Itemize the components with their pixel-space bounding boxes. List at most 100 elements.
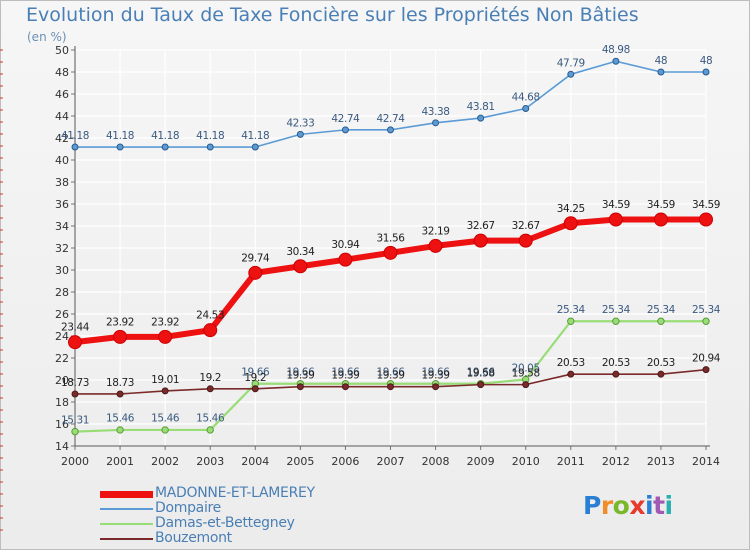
y-tick-label: 36 bbox=[55, 198, 69, 211]
data-point bbox=[612, 370, 620, 378]
unit-label: (en %) bbox=[27, 30, 67, 44]
y-tick-label: 48 bbox=[55, 66, 69, 79]
data-point bbox=[161, 143, 169, 151]
data-label: 19.01 bbox=[151, 374, 179, 386]
data-point bbox=[522, 381, 530, 389]
data-point bbox=[116, 143, 124, 151]
y-tick-label: 44 bbox=[55, 110, 69, 123]
data-label: 47.79 bbox=[557, 57, 585, 69]
data-label: 19.66 bbox=[376, 367, 405, 379]
legend-swatch bbox=[100, 490, 153, 498]
data-label: 20.53 bbox=[602, 357, 630, 369]
data-point bbox=[387, 126, 394, 134]
data-label: 19.66 bbox=[241, 367, 270, 379]
data-label: 48.98 bbox=[602, 44, 630, 56]
data-label: 42.33 bbox=[286, 117, 314, 129]
x-tick-label: 2010 bbox=[512, 455, 540, 468]
data-point bbox=[567, 70, 575, 78]
data-label: 18.73 bbox=[106, 377, 134, 389]
data-label: 20.05 bbox=[512, 362, 540, 374]
data-label: 31.56 bbox=[376, 232, 405, 244]
y-tick-label: 50 bbox=[55, 44, 69, 57]
legend-label: MADONNE-ET-LAMEREY bbox=[155, 485, 315, 501]
x-tick-label: 2007 bbox=[377, 455, 405, 468]
data-point bbox=[702, 317, 710, 325]
grid-lines bbox=[74, 49, 707, 447]
data-point bbox=[68, 335, 82, 350]
data-point bbox=[161, 426, 169, 434]
y-tick-label: 40 bbox=[55, 154, 69, 167]
series-bouzemont: 18.73 18.73 19.01 19.2 19.2 19.39 19.39 19.39 19… bbox=[61, 353, 721, 398]
y-tick-label: 18 bbox=[55, 396, 69, 409]
y-tick-label: 32 bbox=[55, 242, 69, 255]
data-point bbox=[518, 233, 533, 248]
data-label: 41.18 bbox=[61, 130, 89, 142]
data-point bbox=[161, 387, 169, 395]
data-label: 15.46 bbox=[151, 413, 180, 425]
data-label: 19.58 bbox=[467, 368, 495, 380]
data-point bbox=[71, 427, 79, 436]
legend-swatch bbox=[100, 538, 153, 540]
data-point bbox=[293, 259, 308, 274]
data-label: 19.39 bbox=[422, 370, 450, 382]
data-label: 23.92 bbox=[151, 316, 179, 328]
data-point bbox=[206, 385, 214, 393]
axes: 14 16 18 20 22 24 26 28 30 32 34 36 38 40 42 44 46 48 50 20… bbox=[0, 44, 720, 531]
data-point bbox=[473, 233, 488, 248]
data-label: 20.53 bbox=[557, 357, 585, 369]
y-tick-label: 26 bbox=[55, 308, 69, 321]
data-label: 32.19 bbox=[422, 225, 450, 237]
data-label: 25.34 bbox=[692, 304, 721, 316]
data-point bbox=[432, 383, 440, 391]
data-point bbox=[203, 323, 218, 338]
data-label: 29.74 bbox=[241, 252, 270, 264]
x-tick-label: 2012 bbox=[602, 455, 630, 468]
data-label: 34.59 bbox=[602, 199, 630, 211]
logo-letter: i bbox=[645, 491, 654, 520]
data-point bbox=[296, 130, 304, 138]
data-point bbox=[657, 68, 665, 76]
x-tick-label: 2013 bbox=[647, 455, 675, 468]
data-label: 30.94 bbox=[331, 239, 360, 251]
data-label: 41.18 bbox=[241, 130, 269, 142]
data-point bbox=[608, 212, 623, 227]
data-label: 15.46 bbox=[106, 413, 135, 425]
data-label: 19.39 bbox=[286, 370, 314, 382]
data-point bbox=[702, 68, 710, 76]
data-label: 20.53 bbox=[647, 357, 675, 369]
y-tick-label: 34 bbox=[55, 220, 69, 233]
x-tick-label: 2001 bbox=[106, 455, 134, 468]
x-tick-label: 2000 bbox=[61, 455, 89, 468]
data-point bbox=[206, 143, 214, 151]
data-point bbox=[251, 143, 259, 151]
data-point bbox=[702, 366, 710, 374]
y-tick-label: 22 bbox=[55, 352, 69, 365]
legend-swatch bbox=[100, 523, 153, 525]
data-label: 42.74 bbox=[376, 113, 405, 125]
y-tick-label: 14 bbox=[55, 440, 69, 453]
data-point bbox=[158, 329, 173, 344]
data-point bbox=[657, 317, 665, 325]
y-tick-label: 20 bbox=[55, 374, 69, 387]
y-tick-label: 38 bbox=[55, 176, 69, 189]
data-label: 25.34 bbox=[602, 304, 631, 316]
x-tick-label: 2008 bbox=[422, 455, 450, 468]
logo-letter: x bbox=[629, 491, 645, 520]
y-tick-label: 28 bbox=[55, 286, 69, 299]
data-point bbox=[612, 57, 620, 65]
data-point bbox=[477, 381, 485, 389]
data-label: 34.25 bbox=[557, 203, 585, 215]
data-label: 41.18 bbox=[106, 130, 134, 142]
data-point bbox=[113, 329, 128, 344]
data-point bbox=[383, 245, 398, 260]
data-label: 41.18 bbox=[196, 130, 224, 142]
series-layer: 41.18 41.18 41.18 41.18 41.18 42.33 42.74 42.74… bbox=[61, 44, 721, 436]
data-label: 25.34 bbox=[557, 304, 586, 316]
data-label: 19.39 bbox=[376, 370, 404, 382]
data-label: 32.67 bbox=[467, 220, 495, 232]
data-label: 19.66 bbox=[422, 367, 451, 379]
series-dompaire: 41.18 41.18 41.18 41.18 41.18 42.33 42.74 42.74… bbox=[61, 44, 713, 151]
data-label: 20.94 bbox=[692, 353, 721, 365]
data-point bbox=[71, 390, 79, 398]
